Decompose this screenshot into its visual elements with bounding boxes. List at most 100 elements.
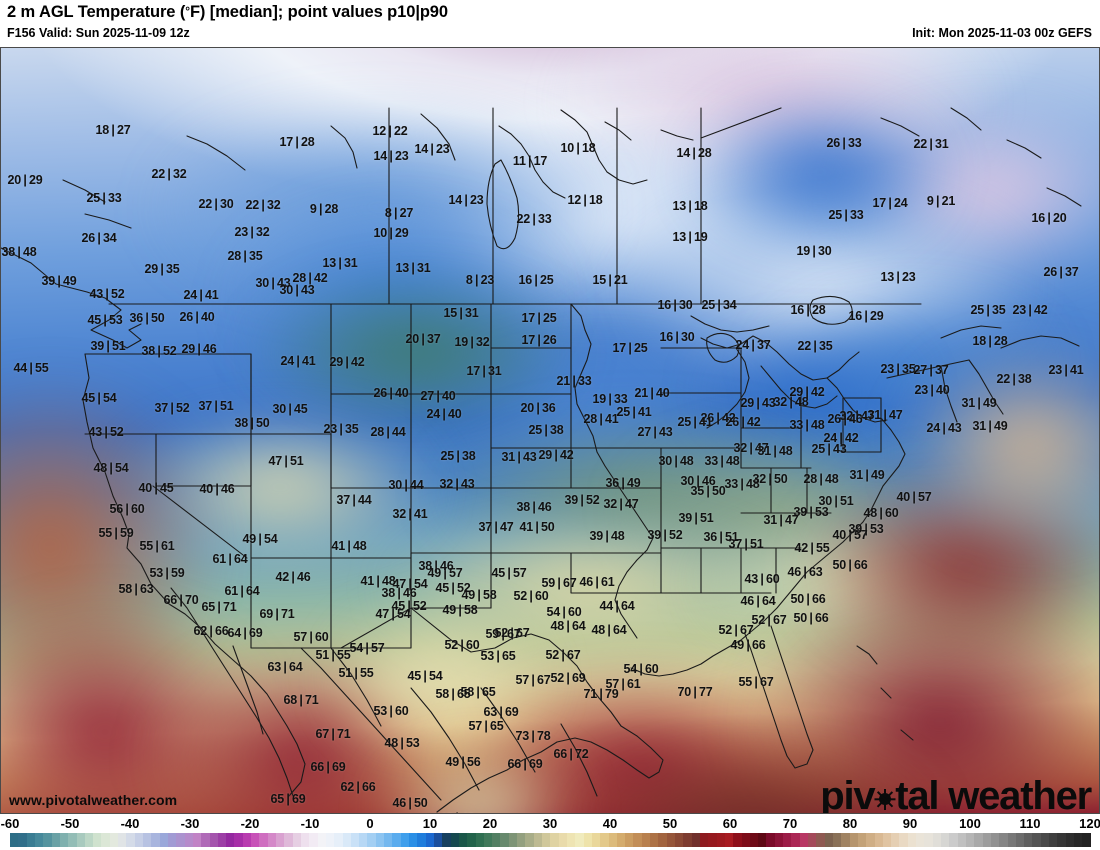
point-value-label: 26 | 40 <box>179 310 215 324</box>
colorbar-tick: 0 <box>366 816 374 831</box>
colorbar-swatch <box>724 833 734 847</box>
colorbar-tick: 110 <box>1019 816 1041 831</box>
colorbar-swatch <box>517 833 526 847</box>
point-value-label: 36 | 51 <box>703 530 739 544</box>
point-value-label: 31 | 47 <box>763 513 799 527</box>
colorbar-swatch <box>866 833 875 847</box>
point-value-label: 10 | 29 <box>373 226 409 240</box>
colorbar-swatch <box>458 833 468 847</box>
point-value-label: 22 | 30 <box>198 197 234 211</box>
point-value-label: 30 | 46 <box>680 474 716 488</box>
colorbar-swatch <box>982 833 991 847</box>
point-value-label: 29 | 43 <box>740 396 776 410</box>
point-value-label: 26 | 37 <box>1043 265 1079 279</box>
point-value-label: 13 | 31 <box>395 261 431 275</box>
point-value-label: 45 | 57 <box>491 566 527 580</box>
point-value-label: 48 | 64 <box>591 623 627 637</box>
colorbar-swatch <box>766 833 775 847</box>
point-value-label: 40 | 45 <box>138 481 174 495</box>
point-value-label: 25 | 38 <box>528 423 564 437</box>
point-value-label: 62 | 66 <box>193 624 229 638</box>
point-value-label: 39 | 53 <box>848 522 884 536</box>
colorbar-swatch <box>916 833 925 847</box>
degree-symbol: ° <box>185 4 190 18</box>
website-url[interactable]: www.pivotalweather.com <box>9 792 178 808</box>
colorbar-swatch <box>783 833 792 847</box>
point-value-label: 30 | 45 <box>272 402 308 416</box>
colorbar-swatch <box>93 833 102 847</box>
colorbar-swatch <box>384 833 393 847</box>
point-value-label: 52 | 67 <box>751 613 787 627</box>
point-value-label: 13 | 23 <box>880 270 916 284</box>
point-value-label: 39 | 49 <box>41 274 77 288</box>
point-value-label: 49 | 54 <box>242 532 278 546</box>
colorbar-swatch <box>1007 833 1016 847</box>
colorbar-swatch <box>325 833 335 847</box>
point-value-label: 43 | 48 <box>440 811 475 813</box>
colorbar-swatch <box>841 833 850 847</box>
colorbar-swatch <box>658 833 667 847</box>
colorbar-swatch <box>442 833 451 847</box>
point-value-label: 22 | 32 <box>245 198 281 212</box>
colorbar-swatch <box>425 833 434 847</box>
colorbar[interactable]: -60 -50 -40 -30 -20 -10 0 10 20 30 40 50 60 70 80 90 100… <box>0 815 1100 850</box>
point-value-label: 23 | 41 <box>1048 363 1084 377</box>
point-value-label: 53 | 59 <box>149 566 185 580</box>
colorbar-swatch <box>899 833 908 847</box>
colorbar-swatch <box>59 833 69 847</box>
colorbar-swatch <box>799 833 808 847</box>
point-value-label: 49 | 58 <box>461 588 497 602</box>
colorbar-swatch <box>650 833 659 847</box>
point-value-label: 37 | 52 <box>154 401 190 415</box>
point-value-label: 52 | 67 <box>718 623 754 637</box>
point-value-label: 48 | 60 <box>863 506 899 520</box>
point-value-label: 15 | 21 <box>592 273 628 287</box>
colorbar-swatch <box>467 833 476 847</box>
colorbar-swatch <box>675 833 684 847</box>
colorbar-tick: -20 <box>240 816 260 831</box>
colorbar-swatch <box>151 833 160 847</box>
colorbar-swatch <box>716 833 725 847</box>
point-value-label: 47 | 54 <box>392 577 428 591</box>
point-value-label: 70 | 77 <box>677 685 713 699</box>
colorbar-tick: -50 <box>60 816 80 831</box>
page-title-text: 2 m AGL Temperature ( <box>7 3 186 21</box>
colorbar-gradient <box>10 833 1091 847</box>
point-value-label: 39 | 51 <box>678 511 714 525</box>
point-value-label: 24 | 40 <box>426 407 462 421</box>
colorbar-swatch <box>192 833 202 847</box>
point-value-label: 43 | 52 <box>88 425 124 439</box>
init-time-label: Init: Mon 2025-11-03 00z GEFS <box>912 26 1092 40</box>
point-value-label: 35 | 50 <box>690 484 726 498</box>
point-value-label: 33 | 48 <box>724 477 760 491</box>
point-value-label: 49 | 56 <box>445 755 481 769</box>
colorbar-swatch <box>891 833 900 847</box>
point-value-label: 50 | 66 <box>793 611 829 625</box>
colorbar-swatch <box>134 833 143 847</box>
point-value-label: 25 | 43 <box>811 442 847 456</box>
point-value-label: 23 | 35 <box>880 362 916 376</box>
point-value-label: 40 | 57 <box>832 528 868 542</box>
colorbar-swatch <box>882 833 892 847</box>
colorbar-swatch <box>774 833 784 847</box>
point-value-label: 22 | 31 <box>913 137 949 151</box>
colorbar-swatch <box>483 833 493 847</box>
point-value-label: 54 | 60 <box>623 662 659 676</box>
point-value-label: 28 | 41 <box>583 412 619 426</box>
point-value-label: 32 | 50 <box>752 472 788 486</box>
point-value-label: 20 | 29 <box>7 173 43 187</box>
point-value-label: 45 | 52 <box>391 599 427 613</box>
point-value-label: 12 | 18 <box>567 193 603 207</box>
point-value-label: 41 | 48 <box>331 539 367 553</box>
point-value-label: 63 | 69 <box>483 705 519 719</box>
colorbar-swatch <box>550 833 559 847</box>
point-value-label: 22 | 32 <box>151 167 187 181</box>
point-value-label: 63 | 64 <box>267 660 303 674</box>
point-value-label: 20 | 36 <box>520 401 556 415</box>
point-value-label: 37 | 51 <box>198 399 234 413</box>
point-value-label: 36 | 50 <box>129 311 165 325</box>
point-value-label: 61 | 64 <box>224 584 260 598</box>
map-canvas[interactable]: 18 | 27 20 | 29 25 | 33 22 | 32 26 | 34 22 | … <box>0 47 1100 814</box>
colorbar-swatch <box>359 833 368 847</box>
point-value-label: 41 | 50 <box>519 520 555 534</box>
